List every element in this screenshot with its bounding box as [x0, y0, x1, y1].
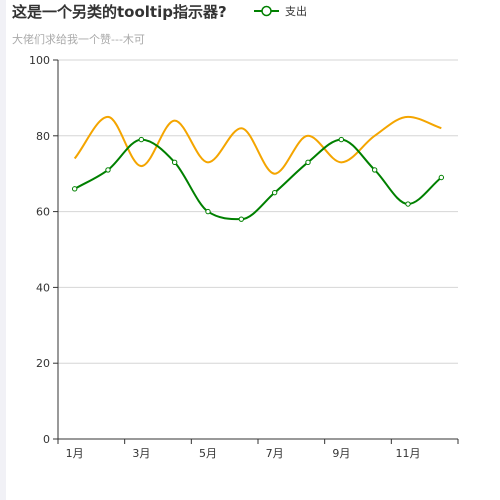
y-tick-label: 40: [36, 281, 50, 294]
y-tick-label: 20: [36, 357, 50, 370]
data-point[interactable]: [305, 159, 311, 166]
series-line-0: [73, 115, 442, 175]
data-point[interactable]: [238, 216, 245, 222]
x-tick-label: 1月: [66, 447, 84, 460]
series-points: [71, 136, 445, 222]
data-point[interactable]: [438, 174, 445, 181]
y-tick-label: 0: [43, 433, 50, 446]
data-point[interactable]: [138, 136, 145, 143]
data-point[interactable]: [71, 186, 78, 192]
left-edge-strip: [0, 0, 6, 500]
data-point[interactable]: [338, 136, 345, 143]
legend-label: 支出: [285, 5, 307, 18]
x-tick-label: 3月: [132, 447, 150, 460]
chart-legend: 支出: [254, 2, 307, 20]
data-point[interactable]: [371, 167, 378, 173]
data-point[interactable]: [205, 208, 211, 215]
y-tick-label: 100: [29, 54, 50, 67]
series-lines: [73, 115, 442, 221]
series-line-支出: [74, 138, 442, 221]
chart-title: 这是一个另类的tooltip指示器?: [12, 3, 227, 21]
data-point[interactable]: [171, 159, 178, 166]
legend-item[interactable]: 支出: [254, 3, 307, 19]
data-point[interactable]: [105, 167, 111, 173]
grid-lines: [58, 59, 458, 364]
y-tick-label: 60: [36, 206, 50, 219]
data-point[interactable]: [271, 189, 278, 196]
x-tick-label: 9月: [332, 447, 350, 460]
x-tick-label: 5月: [199, 447, 217, 460]
legend-line-symbol-icon: [254, 5, 279, 17]
y-tick-label: 80: [36, 130, 50, 143]
x-tick-label: 11月: [396, 447, 421, 460]
chart-subtitle: 大佬们求给我一个赞---木可: [12, 33, 145, 46]
axes: 0 20 40 60 80 100 1月 3月 5月 7月 9月 11月: [29, 54, 459, 460]
x-tick-label: 7月: [266, 447, 284, 460]
data-point[interactable]: [405, 201, 411, 207]
